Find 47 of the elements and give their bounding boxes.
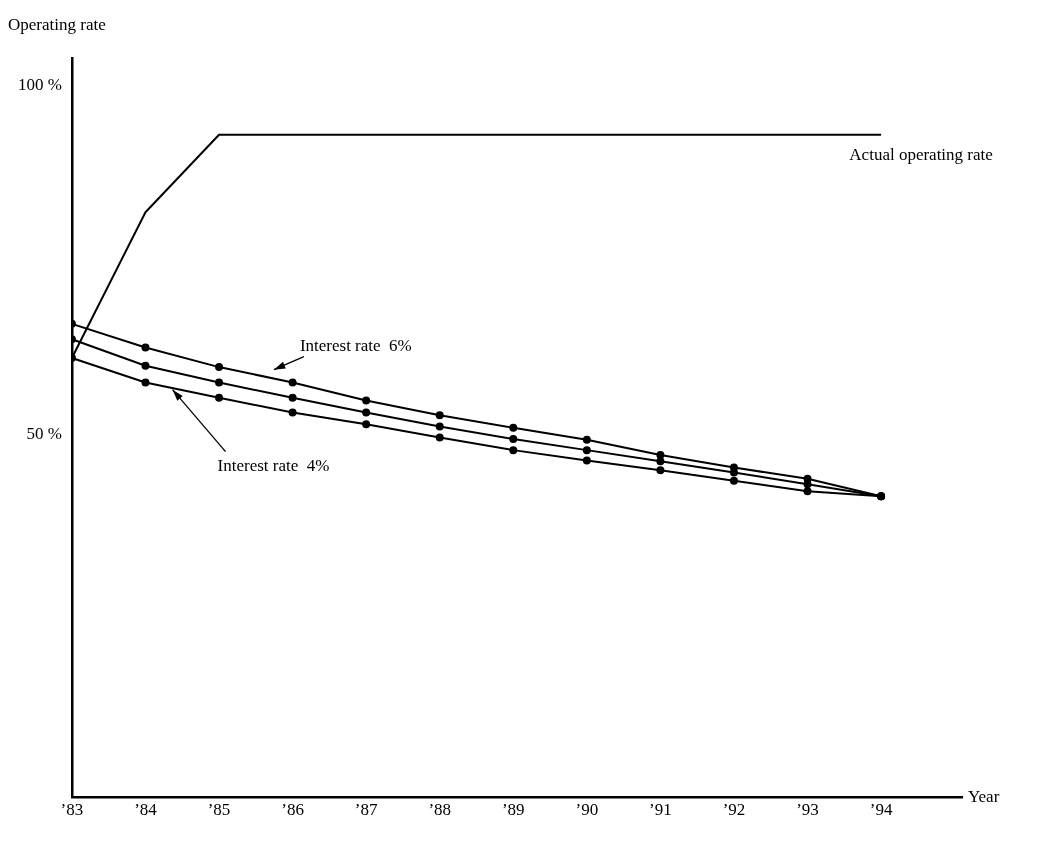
point xyxy=(215,393,224,402)
point xyxy=(582,456,591,465)
y-tick-label: 50 % xyxy=(26,424,62,444)
point xyxy=(362,420,371,429)
point xyxy=(141,343,150,352)
x-tick-label: ’86 xyxy=(281,800,304,820)
x-tick-label: ’83 xyxy=(60,800,84,820)
x-tick-label: ’93 xyxy=(796,800,819,820)
point xyxy=(509,423,518,432)
point xyxy=(582,446,591,455)
point xyxy=(435,433,444,442)
point xyxy=(656,451,665,460)
point xyxy=(656,466,665,475)
point xyxy=(803,487,812,496)
point xyxy=(141,361,150,370)
point xyxy=(288,378,297,387)
point xyxy=(362,396,371,405)
y-tick-label: 100 % xyxy=(17,75,62,95)
series-label: Interest rate 6% xyxy=(299,336,412,356)
point xyxy=(215,363,224,372)
x-tick-label: ’94 xyxy=(869,800,893,820)
point xyxy=(435,422,444,431)
point xyxy=(288,393,297,402)
x-tick-label: ’84 xyxy=(134,800,158,820)
point xyxy=(288,408,297,417)
point xyxy=(729,476,738,485)
point xyxy=(362,408,371,417)
point xyxy=(435,411,444,420)
x-tick-label: ’85 xyxy=(207,800,231,820)
point xyxy=(582,435,591,444)
point xyxy=(509,434,518,443)
x-tick-label: ’87 xyxy=(354,800,378,820)
x-tick-label: ’89 xyxy=(501,800,525,820)
x-tick-label: ’90 xyxy=(575,800,599,820)
x-axis-title: Year xyxy=(968,787,1000,807)
point xyxy=(656,457,665,466)
text: Interest rate 4% xyxy=(217,456,330,476)
point xyxy=(509,446,518,455)
y-axis-title: Operating rate xyxy=(8,15,106,34)
x-tick-label: ’88 xyxy=(428,800,452,820)
point xyxy=(803,474,812,483)
x-tick-label: ’92 xyxy=(722,800,746,820)
series-label: Actual operating rate xyxy=(849,144,993,164)
point xyxy=(729,463,738,472)
point xyxy=(141,378,150,387)
point xyxy=(215,378,224,387)
x-tick-label: ’91 xyxy=(649,800,672,820)
